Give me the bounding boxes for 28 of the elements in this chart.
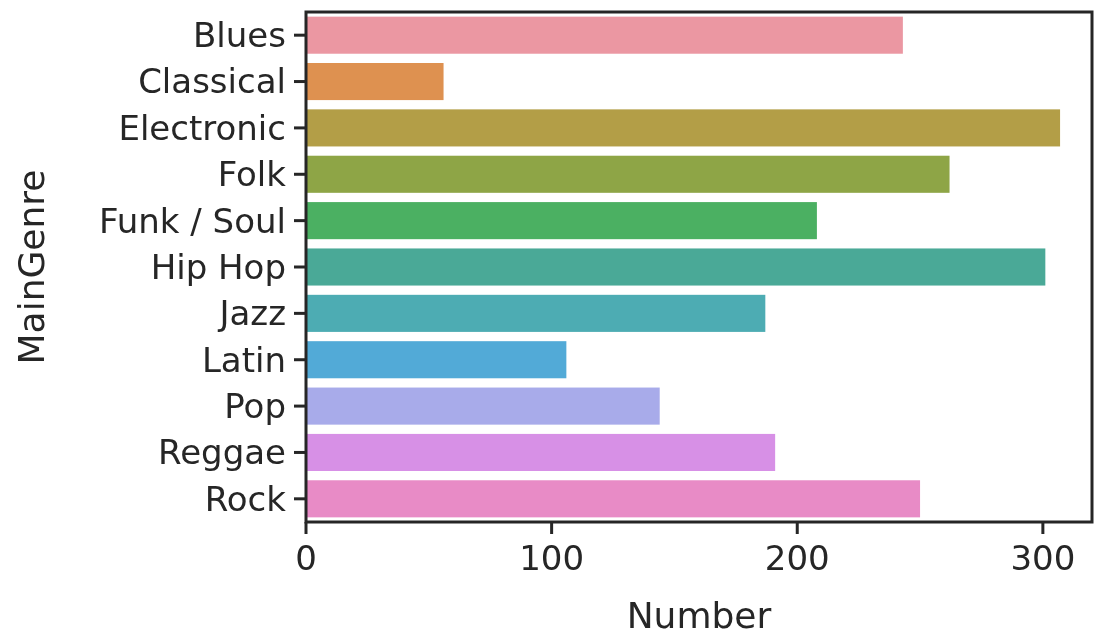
bar	[306, 248, 1046, 286]
bar	[306, 202, 817, 240]
y-tick-label: Rock	[204, 478, 287, 519]
x-axis-title: Number	[626, 595, 772, 636]
x-tick-label: 0	[295, 538, 317, 578]
y-tick-label: Electronic	[118, 107, 286, 148]
y-tick-label: Blues	[193, 15, 286, 56]
bar	[306, 433, 776, 471]
bar	[306, 63, 444, 101]
bar	[306, 109, 1061, 147]
bar	[306, 294, 766, 332]
y-tick-label: Pop	[224, 385, 286, 426]
bar	[306, 155, 950, 193]
y-tick-label: Folk	[217, 154, 287, 195]
y-tick-label: Latin	[201, 339, 286, 380]
bar	[306, 341, 567, 379]
x-tick-label: 100	[519, 538, 585, 578]
y-axis-title: MainGenre	[11, 169, 52, 365]
x-tick-label: 300	[1010, 538, 1076, 578]
x-tick-label: 200	[764, 538, 830, 578]
y-tick-label: Classical	[138, 61, 286, 102]
bar	[306, 480, 921, 518]
y-tick-label: Reggae	[158, 432, 286, 473]
y-tick-label: Funk / Soul	[99, 200, 286, 241]
y-tick-label: Jazz	[217, 293, 286, 334]
bar	[306, 387, 660, 425]
bar	[306, 16, 903, 54]
y-tick-label: Hip Hop	[150, 246, 286, 287]
